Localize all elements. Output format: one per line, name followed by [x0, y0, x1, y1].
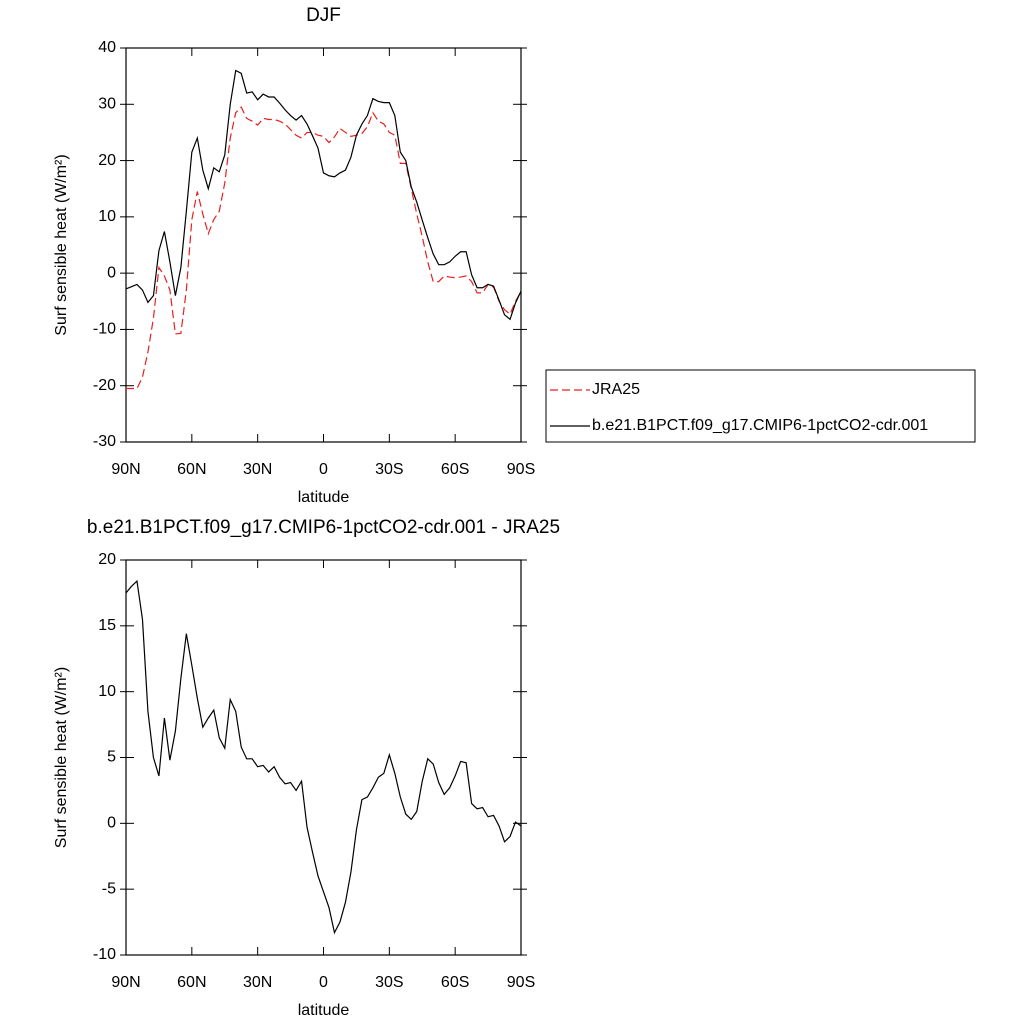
x-axis-label: latitude — [298, 489, 350, 506]
x-tick-label: 30S — [375, 974, 403, 991]
plot-frame — [125, 47, 522, 443]
legend-label: JRA25 — [592, 381, 640, 398]
y-tick-label: 10 — [98, 683, 116, 700]
x-tick-label: 60N — [177, 461, 206, 478]
chart-title: b.e21.B1PCT.f09_g17.CMIP6-1pctCO2-cdr.00… — [87, 517, 560, 538]
x-tick-label: 90N — [111, 974, 140, 991]
y-tick-label: -10 — [93, 946, 116, 963]
y-tick-label: 30 — [98, 96, 116, 113]
legend-box — [545, 369, 976, 443]
y-tick-label: 40 — [98, 39, 116, 56]
x-tick-label: 60S — [441, 461, 469, 478]
y-tick-label: -10 — [93, 321, 116, 338]
y-tick-label: 5 — [107, 749, 116, 766]
y-tick-label: 15 — [98, 617, 116, 634]
y-tick-label: -5 — [102, 880, 116, 897]
x-tick-label: 30N — [243, 974, 272, 991]
plot-frame — [125, 559, 522, 956]
x-tick-label: 0 — [319, 974, 328, 991]
data-line — [126, 106, 522, 390]
legend: JRA25 b.e21.B1PCT.f09_g17.CMIP6-1pctCO2-c… — [545, 369, 976, 443]
x-tick-label: 60N — [177, 974, 206, 991]
y-axis-label: Surf sensible heat (W/m²) — [53, 154, 70, 335]
y-tick-label: 20 — [98, 551, 116, 568]
legend-label: b.e21.B1PCT.f09_g17.CMIP6-1pctCO2-cdr.00… — [592, 417, 928, 434]
y-tick-label: 0 — [107, 815, 116, 832]
x-tick-label: 30S — [375, 461, 403, 478]
chart-title: DJF — [306, 5, 341, 26]
x-axis-label: latitude — [298, 1002, 350, 1019]
y-tick-label: 10 — [98, 208, 116, 225]
x-tick-label: 30N — [243, 461, 272, 478]
y-axis-label: Surf sensible heat (W/m²) — [53, 667, 70, 848]
x-tick-label: 90N — [111, 461, 140, 478]
y-tick-label: 0 — [107, 264, 116, 281]
y-tick-label: -30 — [93, 433, 116, 450]
x-tick-label: 90S — [507, 974, 535, 991]
y-tick-label: -20 — [93, 377, 116, 394]
x-tick-label: 90S — [507, 461, 535, 478]
x-tick-label: 60S — [441, 974, 469, 991]
x-tick-label: 0 — [319, 461, 328, 478]
y-tick-label: 20 — [98, 152, 116, 169]
data-line — [125, 69, 522, 321]
data-line — [125, 579, 522, 935]
